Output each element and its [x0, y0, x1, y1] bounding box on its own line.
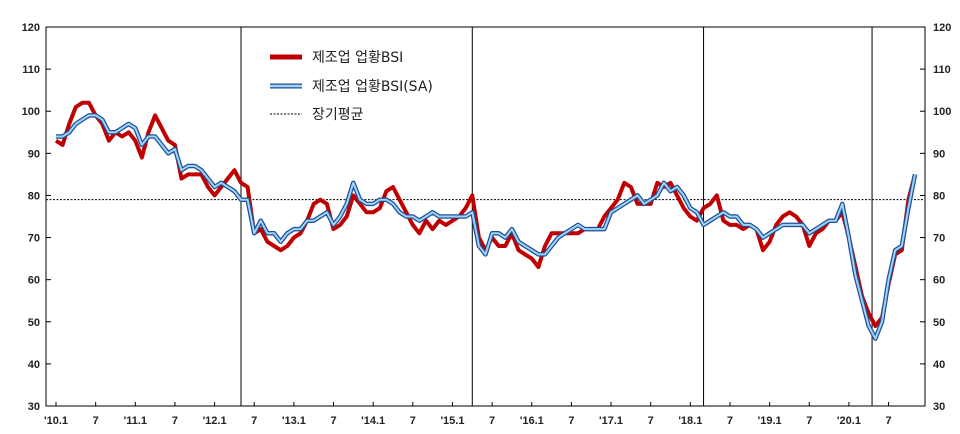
x-tick-label: 7: [648, 415, 654, 427]
x-tick-label: '10.1: [44, 415, 68, 427]
y-tick-label-right: 60: [933, 275, 945, 287]
series-sa-line: [56, 114, 916, 340]
x-tick-label: 7: [410, 415, 416, 427]
x-tick-label: '19.1: [758, 415, 782, 427]
y-tick-label-left: 40: [28, 359, 40, 371]
y-tick-label-right: 40: [933, 359, 945, 371]
x-tick-label: '13.1: [282, 415, 306, 427]
y-tick-label-left: 60: [28, 275, 40, 287]
vertical-markers: [240, 27, 873, 406]
y-tick-label-left: 90: [28, 148, 40, 160]
x-tick-label: '12.1: [203, 415, 227, 427]
y-tick-label-right: 120: [933, 22, 951, 34]
y-tick-label-left: 80: [28, 190, 40, 202]
axis-ticks: 30 30 40 40 50 50 60 60 70 70 80 80 90 90 100 100 110 110…: [22, 22, 952, 427]
legend: 제조업 업황BSI 제조업 업황BSI(SA) 장기평균: [270, 50, 433, 123]
x-tick-label: 7: [806, 415, 812, 427]
x-tick-label: '20.1: [837, 415, 861, 427]
plot-frame: [45, 26, 926, 407]
x-tick-label: 7: [568, 415, 574, 427]
legend-label-bsi: 제조업 업황BSI: [312, 50, 403, 66]
y-tick-label-left: 120: [22, 22, 40, 34]
y-tick-label-left: 70: [28, 233, 40, 245]
y-tick-label-left: 100: [22, 106, 40, 118]
y-tick-label-right: 50: [933, 317, 945, 329]
x-tick-label: 7: [172, 415, 178, 427]
y-tick-label-right: 100: [933, 106, 951, 118]
x-tick-label: '15.1: [440, 415, 464, 427]
x-tick-label: '16.1: [520, 415, 544, 427]
x-tick-label: '14.1: [361, 415, 385, 427]
x-tick-label: 7: [886, 415, 892, 427]
y-tick-label-left: 110: [22, 64, 40, 76]
legend-label-average: 장기평균: [312, 107, 364, 123]
y-tick-label-right: 30: [933, 401, 945, 413]
legend-label-sa: 제조업 업황BSI(SA): [312, 79, 433, 95]
x-tick-label: '18.1: [678, 415, 702, 427]
y-tick-label-right: 90: [933, 148, 945, 160]
y-tick-label-left: 30: [28, 401, 40, 413]
series-sa-line-outline: [56, 113, 918, 341]
x-tick-label: 7: [489, 415, 495, 427]
y-tick-label-right: 80: [933, 190, 945, 202]
series-bsi-line: [54, 100, 917, 328]
x-tick-label: 7: [251, 415, 257, 427]
x-tick-label: 7: [330, 415, 336, 427]
y-tick-label-right: 70: [933, 233, 945, 245]
x-tick-label: 7: [93, 415, 99, 427]
x-tick-label: '17.1: [599, 415, 623, 427]
series-lines: [54, 100, 918, 341]
x-tick-label: '11.1: [124, 415, 147, 427]
x-tick-label: 7: [727, 415, 733, 427]
y-tick-label-left: 50: [28, 317, 40, 329]
plot-border: [45, 26, 926, 407]
y-tick-label-right: 110: [933, 64, 951, 76]
